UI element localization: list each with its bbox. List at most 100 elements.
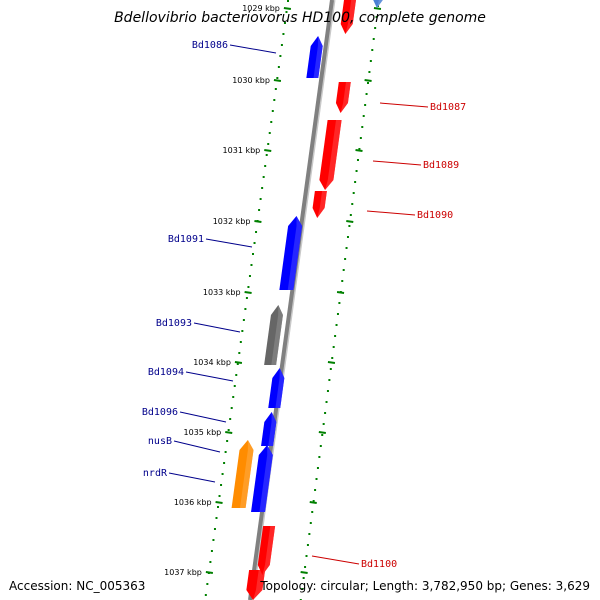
track-dot: [305, 555, 308, 557]
gene-bd1100[interactable]: [257, 526, 276, 575]
track-dot: [315, 478, 318, 480]
track-dot: [314, 489, 317, 491]
accession-label: Accession: NC_005363: [9, 579, 146, 593]
gene-bd1094-label: Bd1094: [148, 367, 184, 378]
tick-label: 1033 kbp: [203, 288, 241, 297]
tick-label: 1037 kbp: [164, 568, 202, 577]
track-dot: [287, 0, 289, 2]
gene-bd1090-label: Bd1090: [417, 210, 453, 221]
track-dot: [301, 588, 304, 590]
gene-bd1096[interactable]: [261, 412, 277, 446]
track-dot: [241, 330, 244, 332]
gene-nusb-label: nusB: [148, 436, 172, 447]
gene-partial-bottom[interactable]: [246, 570, 266, 600]
gene-bd1091-label: Bd1091: [168, 234, 204, 245]
track-dot: [230, 407, 233, 409]
track-dot: [285, 11, 288, 13]
gene-nusb-leader: [173, 440, 221, 453]
tick-label: 1030 kbp: [232, 76, 270, 85]
gene-bd1100-leader: [311, 555, 360, 565]
gene-bd1087-label: Bd1087: [430, 102, 466, 113]
track-dot: [355, 170, 358, 172]
track-dot: [326, 390, 329, 392]
tick-mark: [309, 501, 317, 504]
track-dot: [345, 247, 348, 249]
gene-bd1090[interactable]: [312, 191, 327, 218]
gene-nrdr-highlight: [259, 445, 273, 512]
gene-nrdr-label: nrdR: [143, 468, 168, 479]
track-dot: [319, 445, 322, 447]
track-dot: [322, 423, 325, 425]
track-dot: [348, 225, 351, 227]
topology-label: Topology: circular; Length: 3,782,950 bp…: [260, 579, 590, 593]
track-dot: [224, 451, 227, 453]
gene-bd1090-leader: [366, 210, 416, 216]
track-dot: [351, 203, 354, 205]
track-dot: [354, 181, 357, 183]
track-dot: [362, 115, 365, 117]
track-dot: [209, 561, 212, 563]
gene-bd1091[interactable]: [279, 216, 303, 290]
gene-bd1100-label: Bd1100: [361, 559, 397, 570]
gene-bd1094[interactable]: [268, 368, 285, 408]
gene-bd1086-leader: [229, 44, 277, 54]
track-dot: [368, 71, 371, 73]
track-dot: [265, 154, 268, 156]
track-dot: [338, 302, 341, 304]
track-dot: [215, 517, 218, 519]
track-dot: [204, 594, 207, 596]
gene-labels: Bd1086 Bd1087 Bd1089 Bd1090 Bd1091 Bd1093 Bd10…: [142, 40, 466, 570]
gene-bd1087[interactable]: [335, 82, 351, 113]
gene-bd1089-label: Bd1089: [423, 160, 459, 171]
gene-bd1094-highlight: [275, 368, 285, 408]
gene-nusb-highlight: [239, 440, 254, 508]
track-dot: [328, 379, 331, 381]
gene-partial-top-2[interactable]: [372, 0, 384, 8]
track-dot: [309, 522, 312, 524]
gene-nusb[interactable]: [231, 440, 254, 508]
track-dot: [366, 82, 369, 84]
gene-bd1086[interactable]: [306, 36, 323, 78]
tick-mark: [205, 571, 214, 574]
track-dot: [223, 462, 226, 464]
gene-bd1093[interactable]: [264, 305, 283, 365]
tick-label: 1034 kbp: [193, 358, 231, 367]
track-dot: [245, 297, 248, 299]
track-dot: [221, 473, 224, 475]
gene-bd1089[interactable]: [319, 120, 342, 190]
kbp-ticks: 1029 kbp 1030 kbp 1031 kbp 1032 kbp 1033 kbp…: [164, 4, 382, 577]
track-dot: [318, 456, 321, 458]
track-dot: [341, 280, 344, 282]
gene-bd1093-highlight: [271, 305, 283, 365]
gene-bd1090-highlight: [317, 191, 327, 218]
track-dot: [332, 346, 335, 348]
gene-partial-top-2-highlight: [376, 0, 384, 8]
tick-label: 1031 kbp: [223, 146, 261, 155]
track-dot: [210, 550, 213, 552]
gene-bd1093-label: Bd1093: [156, 318, 192, 329]
track-dot: [276, 77, 279, 79]
track-dot: [359, 137, 362, 139]
track-dot: [374, 27, 377, 29]
gene-features: [231, 0, 384, 600]
tick-mark: [273, 79, 282, 82]
track-dot: [273, 99, 276, 101]
tick-mark: [264, 149, 272, 152]
track-dot: [312, 500, 315, 502]
track-dot: [220, 484, 223, 486]
track-dot: [329, 368, 332, 370]
gene-partial-top[interactable]: [340, 0, 356, 34]
track-dot: [352, 192, 355, 194]
track-dot: [344, 258, 347, 260]
track-dot: [274, 88, 277, 90]
gene-bd1087-leader: [379, 102, 429, 108]
track-dot: [259, 198, 262, 200]
track-dot: [325, 401, 328, 403]
track-dot: [267, 143, 270, 145]
tick-mark: [244, 291, 252, 294]
track-dot: [365, 93, 368, 95]
track-dot: [253, 242, 256, 244]
gene-bd1091-leader: [205, 238, 253, 248]
gene-nrdr[interactable]: [251, 445, 273, 512]
